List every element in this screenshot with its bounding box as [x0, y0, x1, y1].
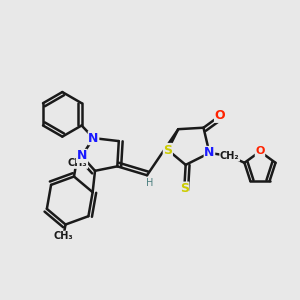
- Text: N: N: [76, 149, 87, 162]
- Text: CH₃: CH₃: [68, 158, 88, 168]
- Text: N: N: [204, 146, 214, 160]
- Text: N: N: [88, 132, 99, 145]
- Text: H: H: [146, 178, 153, 188]
- Text: S: S: [163, 143, 172, 157]
- Text: O: O: [214, 109, 225, 122]
- Text: CH₂: CH₂: [220, 151, 239, 161]
- Text: CH₃: CH₃: [53, 231, 73, 241]
- Text: S: S: [180, 182, 189, 195]
- Text: O: O: [255, 146, 265, 157]
